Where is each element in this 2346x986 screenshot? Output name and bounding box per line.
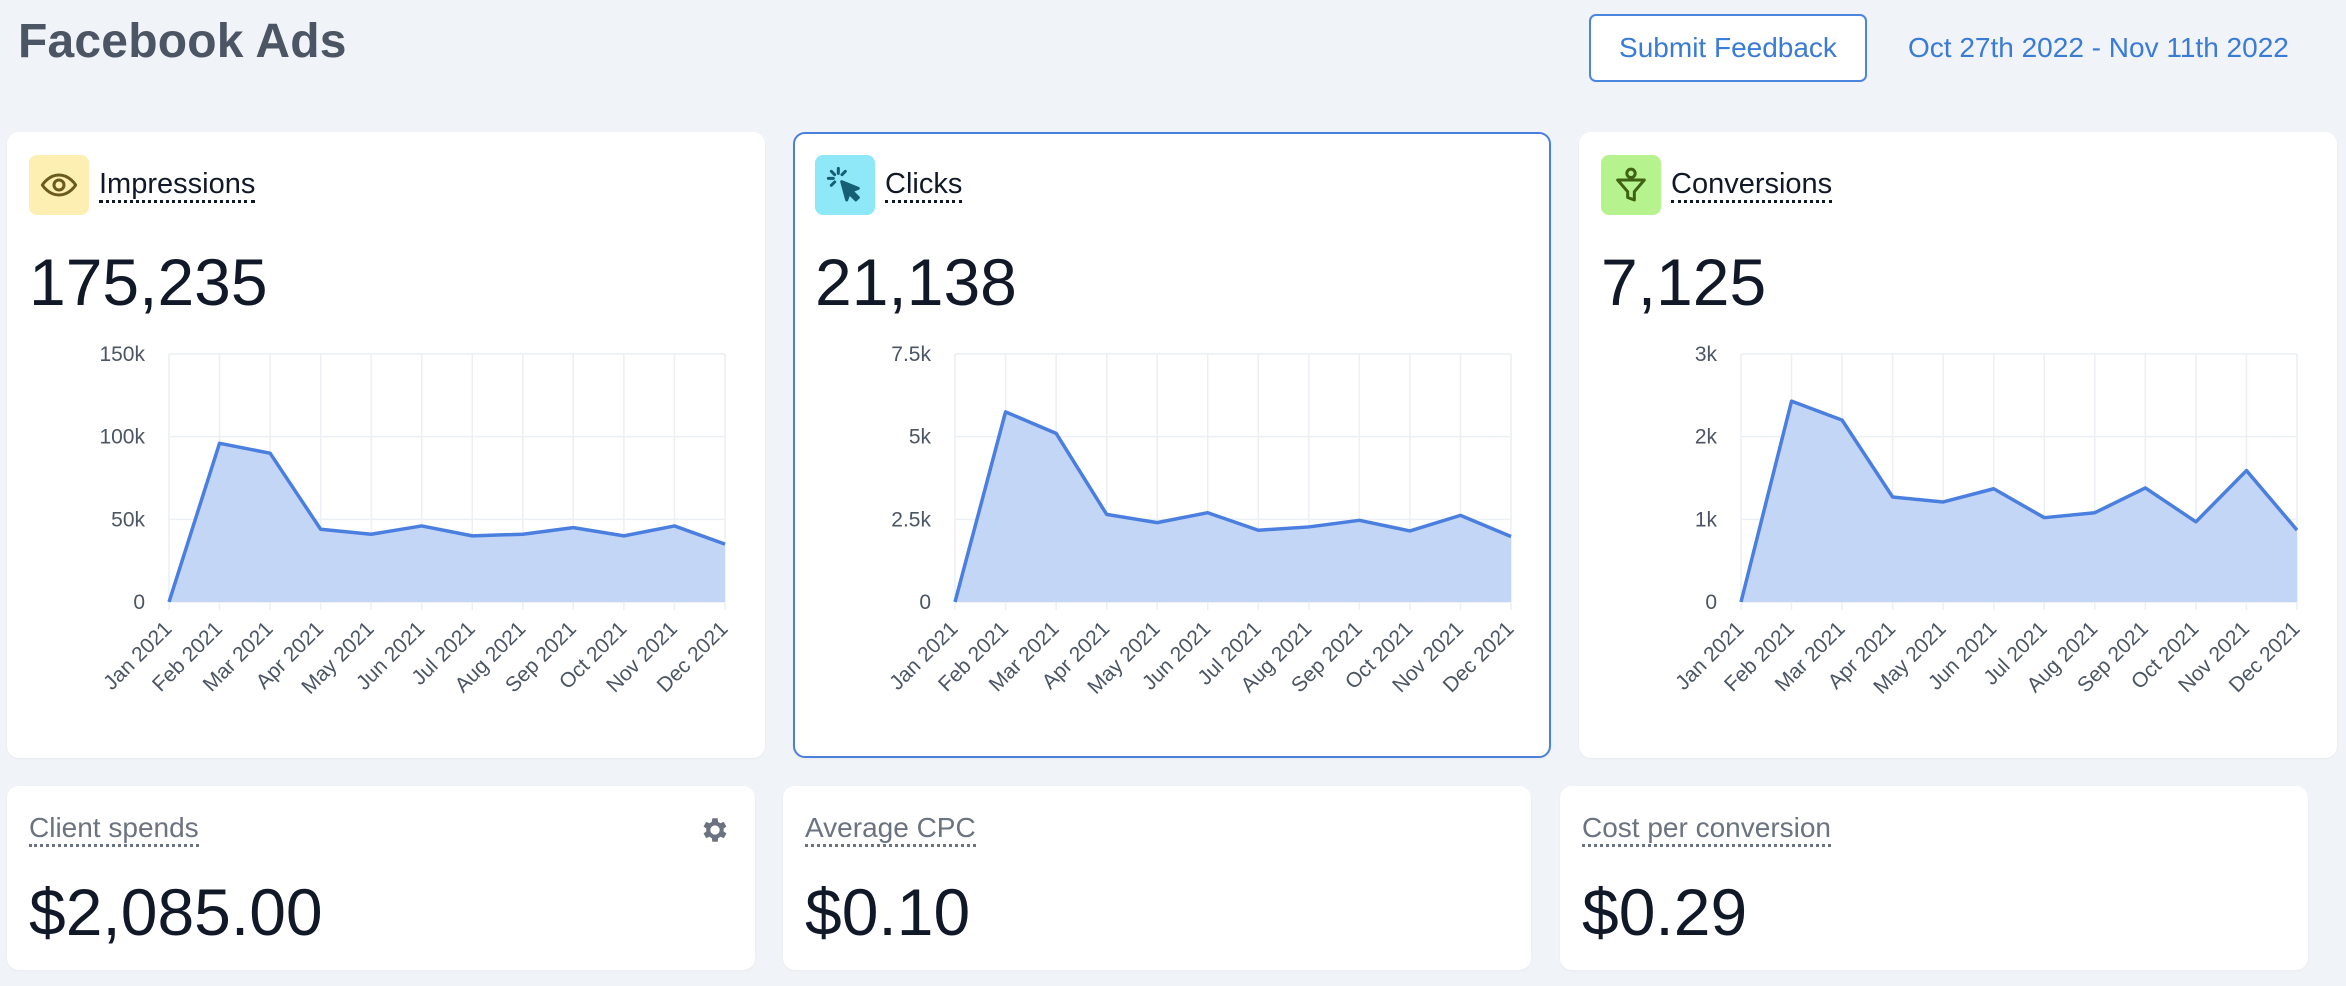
series-line (167, 441, 726, 603)
series-area (169, 443, 725, 602)
conversions-label: Conversions (1671, 168, 1833, 203)
page-title: Facebook Ads (18, 15, 347, 68)
client-spends-label: Client spends (29, 812, 199, 847)
clicks-value: 21,138 (815, 245, 1017, 319)
y-tick-label: 5k (909, 426, 932, 449)
cost-per-conversion-value: $0.29 (1582, 875, 1748, 949)
impressions-label: Impressions (99, 168, 256, 203)
y-tick-label: 0 (919, 591, 931, 614)
average-cpc-value: $0.10 (805, 875, 971, 949)
gear-icon[interactable] (699, 814, 731, 846)
series-area (955, 411, 1511, 602)
y-tick-label: 2.5k (891, 508, 931, 531)
cursor-click-icon (815, 155, 875, 215)
y-tick-label: 1k (1695, 508, 1718, 531)
cost-per-conversion-label: Cost per conversion (1582, 812, 1832, 847)
y-tick-label: 150k (99, 343, 145, 366)
impressions-value: 175,235 (29, 245, 268, 319)
average-cpc-card: Average CPC $0.10 (783, 786, 1531, 970)
cost-per-conversion-card: Cost per conversion $0.29 (1560, 786, 2308, 970)
series-area (1741, 401, 2297, 602)
y-tick-label: 2k (1695, 426, 1718, 449)
funnel-icon (1601, 155, 1661, 215)
client-spends-card: Client spends $2,085.00 (7, 786, 755, 970)
y-tick-label: 3k (1695, 343, 1718, 366)
conversions-value: 7,125 (1601, 245, 1767, 319)
y-tick-label: 50k (111, 508, 145, 531)
y-tick-label: 0 (133, 591, 145, 614)
clicks-label: Clicks (885, 168, 963, 203)
eye-icon (29, 155, 89, 215)
average-cpc-label: Average CPC (805, 812, 976, 847)
series-line (953, 410, 1512, 603)
conversions-card[interactable]: Conversions 7,125 0 1k 2k 3k Jan 2021 Feb 202… (1579, 132, 2337, 758)
client-spends-value: $2,085.00 (29, 875, 323, 949)
y-tick-label: 7.5k (891, 343, 931, 366)
date-range-picker[interactable]: Oct 27th 2022 - Nov 11th 2022 (1908, 32, 2289, 63)
series-line (1739, 399, 2299, 603)
impressions-card[interactable]: Impressions 175,235 0 50k 100k 150k Jan 2021… (7, 132, 765, 758)
clicks-card[interactable]: Clicks 21,138 0 2.5k 5k 7.5k Jan 2021 Feb 202… (793, 132, 1551, 758)
y-tick-label: 0 (1705, 591, 1717, 614)
submit-feedback-button[interactable]: Submit Feedback (1589, 14, 1867, 82)
y-tick-label: 100k (99, 426, 145, 449)
